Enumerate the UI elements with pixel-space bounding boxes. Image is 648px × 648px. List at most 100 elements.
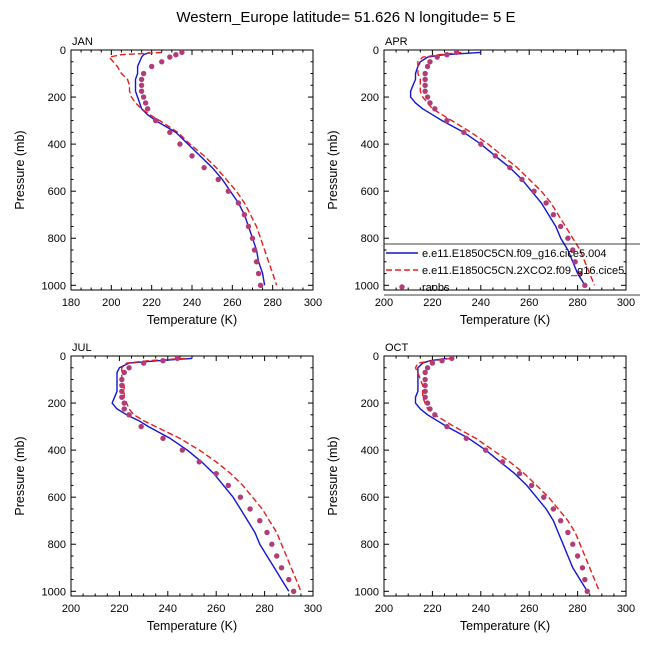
- raobs-point: [179, 50, 185, 56]
- raobs-point: [565, 235, 571, 241]
- panel-apr: 200 220 240 260 280 300 0 200 400 600 800 1000 Tempe…: [326, 36, 635, 327]
- series-group: [409, 50, 596, 288]
- plot-frame: [70, 355, 314, 597]
- raobs-point: [582, 282, 588, 288]
- raobs-point: [444, 52, 450, 58]
- raobs-point: [422, 369, 428, 376]
- raobs-point: [179, 447, 186, 453]
- raobs-point: [424, 94, 431, 100]
- panel-label-jul: JUL: [72, 342, 92, 354]
- raobs-point: [427, 59, 433, 65]
- x-tick-label: 220: [142, 297, 160, 309]
- raobs-point: [507, 164, 513, 171]
- y-tick-label: 400: [361, 445, 379, 457]
- panel-oct: 200 220 240 260 280 300 0 200 400 600 800 1000 Tempe…: [326, 342, 635, 633]
- raobs-point: [167, 129, 173, 136]
- legend-label: e.e11.E1850C5CN.f09_g16.cice5.004: [422, 248, 607, 260]
- raobs-point: [531, 188, 537, 194]
- x-tick-label: 260: [207, 603, 225, 615]
- raobs-point: [189, 153, 195, 159]
- x-tick-label: 240: [472, 603, 490, 615]
- raobs-point: [257, 282, 264, 288]
- series-line-2xco2: [414, 357, 601, 592]
- raobs-point: [519, 176, 525, 183]
- raobs-point: [570, 247, 576, 253]
- x-tick-label: 200: [375, 297, 393, 309]
- series-line-control: [111, 357, 290, 592]
- x-tick-label: 260: [520, 297, 538, 309]
- x-tick-label: 240: [472, 297, 490, 309]
- raobs-point: [427, 100, 433, 106]
- raobs-point: [557, 518, 564, 524]
- x-tick-label: 200: [375, 603, 393, 615]
- plot-frame: [383, 355, 627, 597]
- y-tick-label: 600: [48, 186, 66, 198]
- raobs-point: [119, 382, 125, 389]
- raobs-point: [422, 88, 428, 94]
- y-tick-label: 0: [60, 351, 66, 363]
- y-tick-label: 200: [361, 398, 379, 410]
- raobs-point: [582, 576, 588, 583]
- raobs-point: [264, 529, 270, 536]
- x-tick-label: 300: [304, 297, 322, 309]
- raobs-point: [138, 76, 145, 83]
- series-line-2xco2: [121, 357, 302, 592]
- figure-title: Western_Europe latitude= 51.626 N longit…: [176, 9, 515, 26]
- series-line-2xco2: [108, 51, 278, 286]
- raobs-point: [565, 529, 571, 536]
- raobs-point: [140, 94, 147, 100]
- y-axis-title: Pressure (mb): [326, 436, 340, 515]
- y-tick-label: 0: [373, 45, 379, 57]
- raobs-point: [269, 541, 275, 547]
- y-tick-label: 400: [361, 139, 379, 151]
- raobs-point: [119, 388, 125, 394]
- raobs-point: [126, 365, 132, 371]
- raobs-point: [424, 400, 431, 406]
- raobs-point: [572, 259, 578, 265]
- raobs-point: [439, 358, 445, 364]
- raobs-point: [160, 358, 166, 364]
- x-tick-label: 300: [617, 297, 635, 309]
- raobs-point: [444, 117, 450, 124]
- panel-jan: 180 200 220 240 260 280 300 0 200 400 600 800 1000 Te…: [13, 36, 322, 327]
- raobs-point: [225, 188, 231, 194]
- series-group: [414, 356, 601, 594]
- series-group: [111, 356, 302, 594]
- raobs-point: [579, 565, 586, 571]
- x-tick-label: 260: [223, 297, 241, 309]
- raobs-point: [140, 360, 147, 366]
- series-group: [108, 50, 278, 288]
- raobs-point: [119, 394, 125, 400]
- x-tick-label: 240: [159, 603, 177, 615]
- raobs-point: [249, 235, 256, 241]
- raobs-point: [584, 588, 590, 594]
- legend-label: raobs: [422, 282, 450, 294]
- series-line-2xco2: [417, 51, 596, 286]
- raobs-point: [119, 376, 125, 383]
- raobs-point: [422, 388, 428, 394]
- raobs-point: [541, 494, 547, 500]
- series-line-control: [134, 51, 266, 286]
- raobs-point: [434, 54, 440, 60]
- raobs-point: [492, 153, 499, 159]
- raobs-point: [225, 482, 231, 489]
- panels: 180 200 220 240 260 280 300 0 200 400 600 800 1000 Te…: [13, 36, 635, 633]
- y-axis-title: Pressure (mb): [326, 130, 340, 209]
- x-axis-title: Temperature (K): [460, 619, 550, 633]
- raobs-point: [574, 553, 581, 559]
- y-tick-label: 800: [48, 539, 66, 551]
- raobs-point: [543, 200, 549, 206]
- y-tick-label: 600: [48, 492, 66, 504]
- x-tick-label: 200: [62, 603, 80, 615]
- raobs-point: [453, 50, 460, 56]
- raobs-point: [449, 356, 455, 362]
- raobs-point: [432, 412, 438, 418]
- raobs-point: [255, 270, 262, 277]
- raobs-point: [427, 406, 433, 412]
- raobs-point: [278, 565, 285, 571]
- x-tick-label: 200: [102, 297, 120, 309]
- raobs-point: [245, 223, 252, 230]
- y-tick-label: 400: [48, 139, 66, 151]
- raobs-point: [241, 212, 248, 218]
